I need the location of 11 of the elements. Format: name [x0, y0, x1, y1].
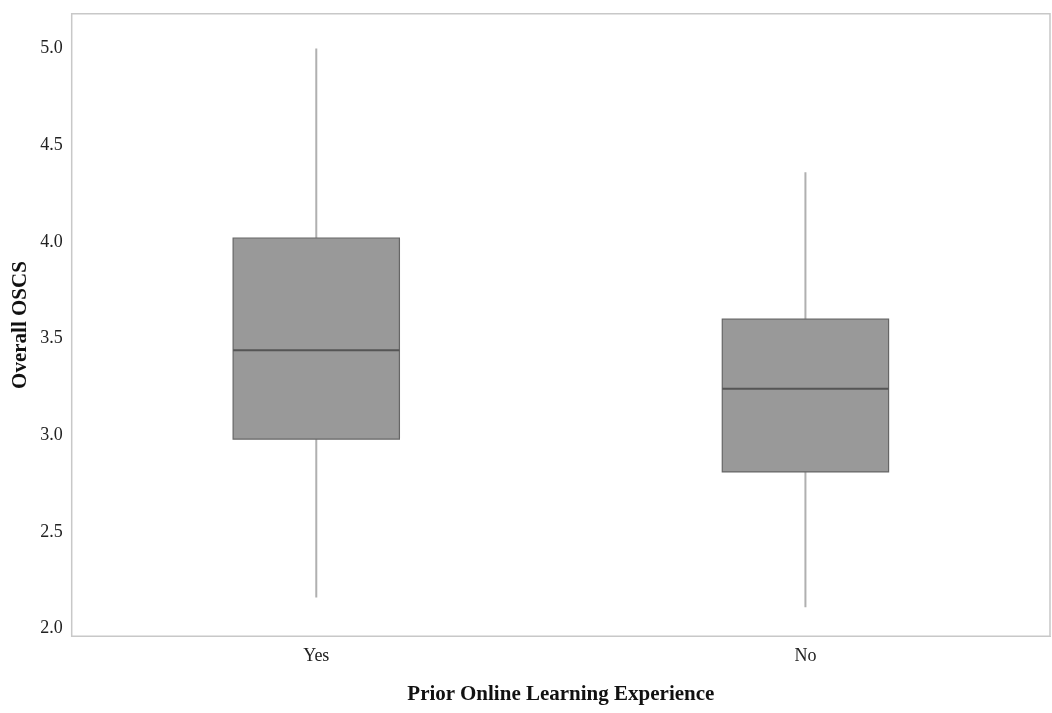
y-axis-title: Overall OSCS [7, 261, 32, 389]
y-tick-label: 2.0 [40, 617, 63, 638]
x-tick-label: No [794, 644, 817, 665]
y-tick-label: 3.0 [40, 423, 63, 444]
y-tick-label: 2.5 [40, 520, 63, 541]
y-tick-label: 4.0 [40, 230, 63, 251]
y-tick-label: 5.0 [40, 37, 63, 58]
y-tick-label: 3.5 [40, 327, 63, 348]
x-axis-title: Prior Online Learning Experience [407, 680, 715, 705]
y-tick-label: 4.5 [40, 133, 63, 154]
x-tick-label: Yes [303, 644, 330, 665]
